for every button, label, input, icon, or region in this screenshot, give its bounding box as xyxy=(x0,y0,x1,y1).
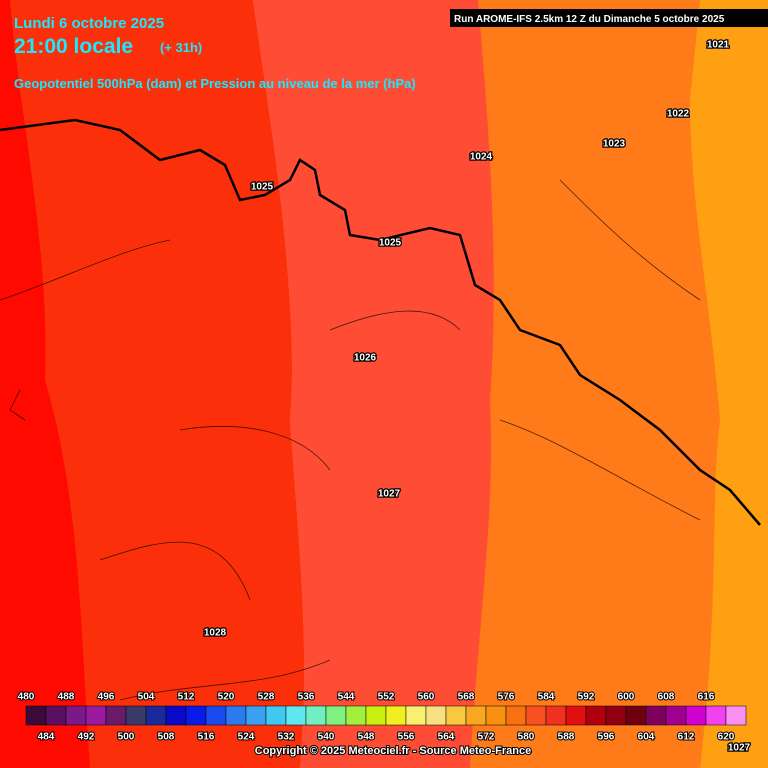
run-box xyxy=(450,9,768,27)
colorbar-label: 596 xyxy=(598,732,615,743)
colorbar-swatch xyxy=(165,705,187,726)
colorbar-swatch xyxy=(605,705,627,726)
colorbar-swatch xyxy=(725,705,747,726)
colorbar-swatch xyxy=(85,705,107,726)
colorbar-swatch xyxy=(405,705,427,726)
region-lines xyxy=(0,179,701,701)
field-band xyxy=(253,0,494,768)
isobar-label: 1021 xyxy=(707,40,730,51)
copyright: Copyright © 2025 Meteociel.fr - Source M… xyxy=(255,745,531,757)
colorbar-label: 580 xyxy=(518,732,535,743)
colorbar-swatch xyxy=(185,705,207,726)
colorbar-swatch xyxy=(45,705,67,726)
colorbar-swatch xyxy=(505,705,527,726)
isobar-label: 1022 xyxy=(667,109,690,120)
colorbar-swatch xyxy=(325,705,347,726)
colorbar-label: 592 xyxy=(578,692,595,703)
colorbar-swatch xyxy=(545,705,567,726)
colorbar-label: 576 xyxy=(498,692,515,703)
colorbar-swatch xyxy=(245,705,267,726)
colorbar-swatch xyxy=(145,705,167,726)
colorbar-swatch xyxy=(625,705,647,726)
colorbar-label: 552 xyxy=(378,692,395,703)
colorbar-label: 500 xyxy=(118,732,135,743)
colorbar-swatch xyxy=(385,705,407,726)
isobar-label: 1028 xyxy=(204,628,227,639)
colorbar-label: 504 xyxy=(138,692,155,703)
colorbar-swatch xyxy=(285,705,307,726)
colorbar-label: 492 xyxy=(78,732,95,743)
lead-time: (+ 31h) xyxy=(160,40,202,55)
field-band xyxy=(0,0,90,768)
colorbar-swatch xyxy=(265,705,287,726)
isobar-label: 1025 xyxy=(379,238,402,249)
colorbar-swatch xyxy=(365,705,387,726)
colorbar-label: 560 xyxy=(418,692,435,703)
colorbar-label: 600 xyxy=(618,692,635,703)
colorbar-swatch xyxy=(105,705,127,726)
colorbar-label: 620 xyxy=(718,732,735,743)
colorbar-label: 480 xyxy=(18,692,35,703)
colorbar-swatch xyxy=(485,705,507,726)
colorbar-swatch xyxy=(705,705,727,726)
colorbar-label: 508 xyxy=(158,732,175,743)
colorbar-swatch xyxy=(345,705,367,726)
colorbar-label: 540 xyxy=(318,732,335,743)
colorbar-label: 588 xyxy=(558,732,575,743)
colorbar-label: 488 xyxy=(58,692,75,703)
colorbar-label: 544 xyxy=(338,692,355,703)
isobar-label: 1025 xyxy=(251,182,274,193)
isobar-label: 1023 xyxy=(603,139,626,150)
colorbar-swatch xyxy=(585,705,607,726)
isobar-label: 1027 xyxy=(728,743,751,754)
colorbar-label: 556 xyxy=(398,732,415,743)
colorbar-label: 572 xyxy=(478,732,495,743)
colorbar-swatch xyxy=(125,705,147,726)
colorbar-label: 604 xyxy=(638,732,655,743)
colorbar-swatch xyxy=(65,705,87,726)
isobar-label: 1026 xyxy=(354,353,377,364)
colorbar-label: 528 xyxy=(258,692,275,703)
colorbar-swatch xyxy=(425,705,447,726)
colorbar: 480 484 488 492 496 500 504 508 512 516 520 524 528 5… xyxy=(17,691,747,744)
colorbar-label: 584 xyxy=(538,692,555,703)
colorbar-label: 536 xyxy=(298,692,315,703)
colorbar-label: 532 xyxy=(278,732,295,743)
run-info: Run AROME-IFS 2.5km 12 Z du Dimanche 5 o… xyxy=(454,14,725,25)
colorbar-label: 612 xyxy=(678,732,695,743)
border xyxy=(0,118,761,526)
colorbar-label: 484 xyxy=(38,732,55,743)
colorbar-label: 548 xyxy=(358,732,375,743)
colorbar-label: 616 xyxy=(698,692,715,703)
colorbar-swatch xyxy=(565,705,587,726)
colorbar-swatch xyxy=(445,705,467,726)
isobar-labels: 1021 1022 1023 1024 1025 1025 1026 1027 1028 1027 xyxy=(203,38,752,755)
colorbar-label: 568 xyxy=(458,692,475,703)
colorbar-swatch xyxy=(665,705,687,726)
colorbar-label: 520 xyxy=(218,692,235,703)
forecast-time: 21:00 locale xyxy=(14,35,133,58)
colorbar-label: 516 xyxy=(198,732,215,743)
isobar-label: 1027 xyxy=(378,489,401,500)
colorbar-label: 496 xyxy=(98,692,115,703)
field-band xyxy=(690,0,768,768)
colorbar-swatch xyxy=(525,705,547,726)
colorbar-label: 608 xyxy=(658,692,675,703)
colorbar-swatch xyxy=(465,705,487,726)
colorbar-swatch xyxy=(205,705,227,726)
colorbar-swatch xyxy=(25,705,47,726)
colorbar-swatch xyxy=(305,705,327,726)
colorbar-swatch xyxy=(645,705,667,726)
forecast-date: Lundi 6 octobre 2025 xyxy=(14,15,164,32)
colorbar-label: 512 xyxy=(178,692,195,703)
field-description: Geopotentiel 500hPa (dam) et Pression au… xyxy=(14,76,416,91)
colorbar-swatch xyxy=(225,705,247,726)
colorbar-label: 524 xyxy=(238,732,255,743)
isobar-label: 1024 xyxy=(470,152,493,163)
colorbar-label: 564 xyxy=(438,732,455,743)
colorbar-swatch xyxy=(685,705,707,726)
